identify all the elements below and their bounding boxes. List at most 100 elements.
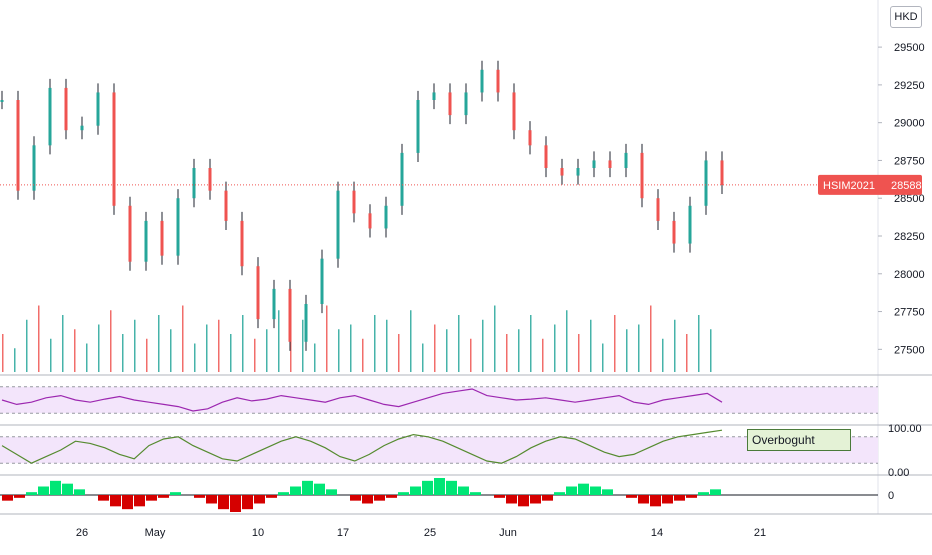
candle-body[interactable]: [80, 125, 84, 131]
volume-bar: [26, 319, 28, 372]
time-tick-label: 17: [337, 527, 349, 539]
histogram-bar: [218, 495, 229, 510]
histogram-bar: [194, 495, 205, 498]
candle-body[interactable]: [560, 168, 564, 176]
candle-body[interactable]: [480, 69, 484, 93]
candle-body[interactable]: [208, 168, 212, 191]
volume-bar: [230, 334, 232, 372]
candle-body[interactable]: [96, 92, 100, 126]
candle-body[interactable]: [288, 288, 292, 342]
histogram-bar: [518, 495, 529, 507]
histogram-bar: [434, 478, 445, 495]
histogram-bar: [686, 495, 697, 498]
candle-body[interactable]: [528, 130, 532, 146]
candle-body[interactable]: [256, 266, 260, 320]
volume-bar: [278, 310, 280, 372]
candle-body[interactable]: [576, 168, 580, 176]
candle-body[interactable]: [240, 220, 244, 267]
candle-body[interactable]: [416, 100, 420, 153]
candle-body[interactable]: [304, 304, 308, 342]
candle-body[interactable]: [0, 100, 4, 102]
histogram-bar: [230, 495, 241, 512]
histogram-bar: [470, 492, 481, 495]
candle-body[interactable]: [640, 152, 644, 199]
candle-body[interactable]: [464, 92, 468, 116]
price-tag-background: [818, 174, 922, 195]
time-axis[interactable]: 26 May 10 17 25 Jun 14 21: [76, 527, 766, 539]
volume-bar: [86, 343, 88, 372]
candle-body[interactable]: [48, 87, 52, 146]
candle-body[interactable]: [336, 190, 340, 259]
volume-bar: [470, 338, 472, 372]
volume-bar: [614, 315, 616, 372]
candle-body[interactable]: [32, 145, 36, 191]
volume-bar: [530, 315, 532, 372]
candle-body[interactable]: [224, 190, 228, 221]
histogram-bar: [302, 480, 313, 495]
oscillator-tick-label: 100.00: [888, 423, 922, 435]
candle-body[interactable]: [352, 190, 356, 214]
volume-bar: [14, 348, 16, 372]
volume-bar: [326, 305, 328, 372]
candle-body[interactable]: [144, 220, 148, 262]
candle-body[interactable]: [400, 152, 404, 206]
candle-body[interactable]: [432, 92, 436, 100]
time-tick-label: 10: [252, 527, 264, 539]
histogram-bar: [422, 480, 433, 495]
candle-body[interactable]: [704, 160, 708, 206]
histogram-bar: [62, 483, 73, 495]
oscillator-line[interactable]: [1, 429, 723, 464]
candle-body[interactable]: [320, 258, 324, 304]
volume-bar: [110, 310, 112, 372]
histogram-bar: [146, 495, 157, 501]
candle-body[interactable]: [112, 92, 116, 206]
candle-body[interactable]: [272, 288, 276, 320]
volume-bar: [602, 343, 604, 372]
candle-body[interactable]: [160, 220, 164, 256]
price-axis[interactable]: 29500 29250 29000 28750 28500 28250 28000 27750…: [878, 42, 925, 502]
time-tick-label: 14: [651, 527, 663, 539]
histogram-bar: [638, 495, 649, 504]
candle-body[interactable]: [592, 160, 596, 168]
candle-body[interactable]: [688, 205, 692, 244]
candle-body[interactable]: [64, 87, 68, 131]
oscillator-pane-2[interactable]: [0, 429, 878, 464]
candle-body[interactable]: [672, 220, 676, 244]
histogram-bar: [170, 492, 181, 495]
candle-body[interactable]: [544, 145, 548, 168]
candle-body[interactable]: [16, 100, 20, 191]
volume-bar: [98, 324, 100, 372]
price-tag-value: 28588: [891, 180, 922, 192]
candle-body[interactable]: [496, 69, 500, 93]
candle-body[interactable]: [656, 198, 660, 221]
candle-body[interactable]: [608, 160, 612, 168]
volume-bar: [38, 305, 40, 372]
candle-body[interactable]: [448, 92, 452, 116]
currency-button[interactable]: HKD: [890, 6, 922, 28]
histogram-tick-label: 0: [888, 490, 894, 502]
candle-body[interactable]: [176, 198, 180, 256]
candle-body[interactable]: [368, 213, 372, 229]
oscillator-pane-1[interactable]: [0, 386, 878, 414]
candle-body[interactable]: [720, 160, 724, 185]
candlesticks[interactable]: [0, 60, 724, 351]
candle-body[interactable]: [512, 92, 516, 131]
candle-body[interactable]: [128, 205, 132, 262]
histogram-pane[interactable]: [0, 478, 878, 512]
price-tick-label: 29500: [894, 42, 925, 54]
oscillator-line[interactable]: [1, 388, 723, 412]
histogram-bar: [254, 495, 265, 504]
volume-bar: [254, 338, 256, 372]
histogram-bar: [326, 489, 337, 495]
histogram-bar: [698, 492, 709, 495]
candle-body[interactable]: [384, 205, 388, 229]
volume-bar: [434, 324, 436, 372]
candle-body[interactable]: [624, 152, 628, 168]
price-tick-label: 28000: [894, 269, 925, 281]
histogram-bar: [266, 495, 277, 498]
histogram-bar: [566, 486, 577, 495]
candle-body[interactable]: [192, 168, 196, 199]
histogram-bar: [410, 486, 421, 495]
